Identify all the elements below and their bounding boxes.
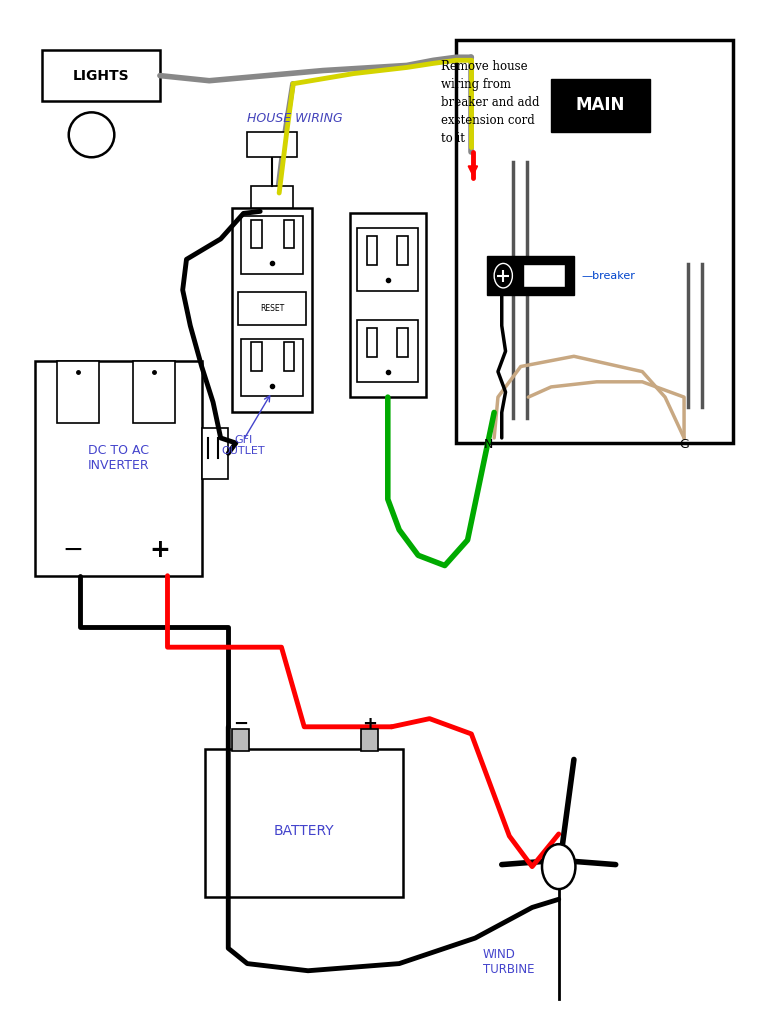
Bar: [238, 292, 306, 325]
Bar: [456, 40, 733, 443]
Bar: [487, 256, 574, 295]
Text: +: +: [150, 538, 170, 562]
Bar: [251, 342, 262, 370]
Bar: [366, 328, 377, 357]
Bar: [357, 228, 419, 290]
Bar: [551, 78, 650, 132]
Bar: [247, 132, 296, 157]
Bar: [366, 237, 377, 265]
Text: −: −: [233, 715, 248, 733]
Bar: [65, 382, 74, 407]
Bar: [134, 361, 175, 423]
Bar: [361, 729, 378, 751]
Text: RESET: RESET: [260, 304, 284, 313]
Text: LIGHTS: LIGHTS: [73, 69, 129, 82]
Bar: [232, 729, 249, 751]
Bar: [232, 208, 312, 413]
Text: −: −: [62, 538, 83, 562]
Bar: [58, 361, 99, 423]
Bar: [206, 749, 403, 897]
Text: N: N: [484, 438, 494, 451]
Bar: [397, 328, 408, 357]
Text: DC TO AC
INVERTER: DC TO AC INVERTER: [88, 445, 149, 472]
Circle shape: [542, 844, 575, 889]
Text: MAIN: MAIN: [576, 97, 625, 114]
Text: Remove house
wiring from
breaker and add
exstension cord
to it: Remove house wiring from breaker and add…: [441, 61, 539, 145]
Bar: [241, 339, 303, 396]
Bar: [35, 361, 202, 576]
Bar: [283, 219, 294, 248]
Bar: [141, 382, 150, 407]
Bar: [251, 219, 262, 248]
Bar: [283, 342, 294, 370]
Bar: [251, 186, 293, 208]
Text: +: +: [362, 715, 377, 733]
Circle shape: [494, 263, 512, 288]
Bar: [241, 216, 303, 274]
Bar: [158, 382, 167, 407]
Bar: [82, 382, 91, 407]
Bar: [202, 428, 228, 478]
Bar: [349, 213, 425, 397]
Ellipse shape: [69, 112, 114, 157]
Text: WIND
TURBINE: WIND TURBINE: [483, 949, 535, 977]
Text: GFI
OUTLET: GFI OUTLET: [222, 435, 265, 457]
Bar: [397, 237, 408, 265]
Bar: [523, 264, 564, 287]
Text: G: G: [679, 438, 689, 451]
Text: BATTERY: BATTERY: [274, 824, 335, 838]
Text: HOUSE WIRING: HOUSE WIRING: [247, 112, 343, 125]
Bar: [42, 50, 160, 101]
Bar: [357, 320, 419, 383]
Text: —breaker: —breaker: [581, 271, 635, 281]
